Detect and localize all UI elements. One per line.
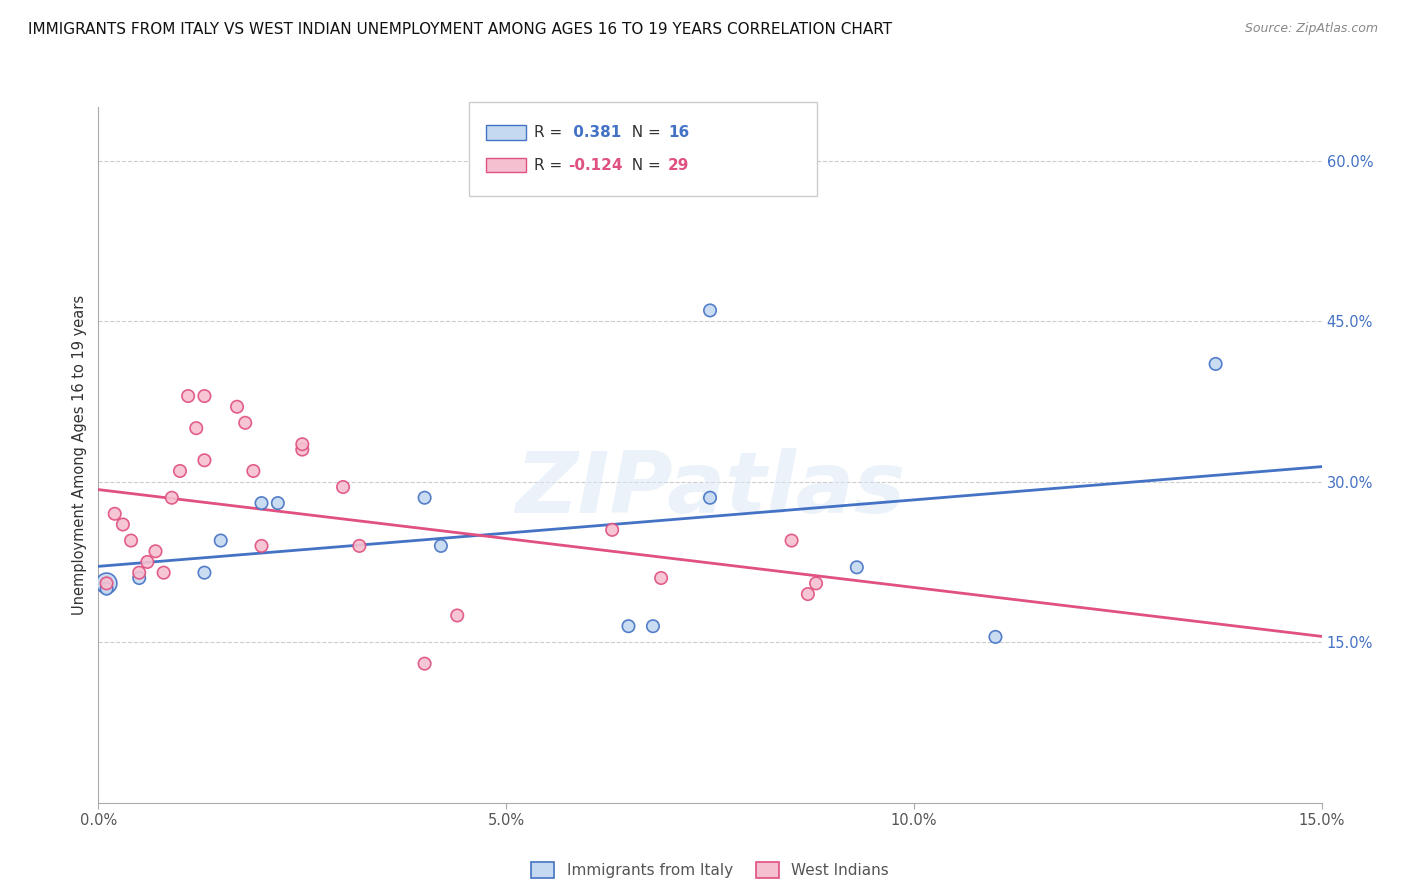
Point — [193, 453, 215, 467]
Point — [128, 566, 150, 580]
Point — [160, 491, 183, 505]
Point — [349, 539, 371, 553]
Point — [413, 657, 436, 671]
Point — [267, 496, 290, 510]
Point — [291, 437, 314, 451]
Legend: Immigrants from Italy, West Indians: Immigrants from Italy, West Indians — [524, 855, 896, 886]
Point — [193, 389, 215, 403]
Text: -0.124: -0.124 — [568, 158, 623, 172]
Point — [332, 480, 354, 494]
Point — [104, 507, 127, 521]
Point — [152, 566, 174, 580]
Text: IMMIGRANTS FROM ITALY VS WEST INDIAN UNEMPLOYMENT AMONG AGES 16 TO 19 YEARS CORR: IMMIGRANTS FROM ITALY VS WEST INDIAN UNE… — [28, 22, 893, 37]
Point — [120, 533, 142, 548]
Text: ZIPatlas: ZIPatlas — [515, 448, 905, 532]
Point — [617, 619, 640, 633]
Point — [845, 560, 868, 574]
Point — [145, 544, 167, 558]
Point — [193, 566, 215, 580]
Text: R =: R = — [534, 125, 568, 140]
Point — [650, 571, 672, 585]
Text: Source: ZipAtlas.com: Source: ZipAtlas.com — [1244, 22, 1378, 36]
Point — [96, 582, 118, 596]
Point — [804, 576, 827, 591]
Point — [797, 587, 820, 601]
Point — [96, 576, 118, 591]
Point — [242, 464, 264, 478]
Point — [111, 517, 134, 532]
Point — [209, 533, 232, 548]
Y-axis label: Unemployment Among Ages 16 to 19 years: Unemployment Among Ages 16 to 19 years — [72, 295, 87, 615]
Point — [699, 491, 721, 505]
Text: N =: N = — [621, 158, 665, 172]
Text: 16: 16 — [668, 125, 689, 140]
Text: 0.381: 0.381 — [568, 125, 621, 140]
Point — [291, 442, 314, 457]
Point — [430, 539, 453, 553]
Point — [984, 630, 1007, 644]
Point — [250, 496, 273, 510]
Point — [1205, 357, 1227, 371]
Point — [186, 421, 208, 435]
Point — [96, 576, 118, 591]
Point — [136, 555, 159, 569]
Text: N =: N = — [621, 125, 665, 140]
Point — [413, 491, 436, 505]
Point — [780, 533, 803, 548]
Text: 29: 29 — [668, 158, 689, 172]
Text: R =: R = — [534, 158, 568, 172]
Point — [250, 539, 273, 553]
Point — [128, 571, 150, 585]
Point — [641, 619, 664, 633]
Point — [226, 400, 249, 414]
Point — [699, 303, 721, 318]
Point — [169, 464, 191, 478]
Point — [446, 608, 468, 623]
Point — [233, 416, 256, 430]
Point — [177, 389, 200, 403]
Point — [600, 523, 623, 537]
